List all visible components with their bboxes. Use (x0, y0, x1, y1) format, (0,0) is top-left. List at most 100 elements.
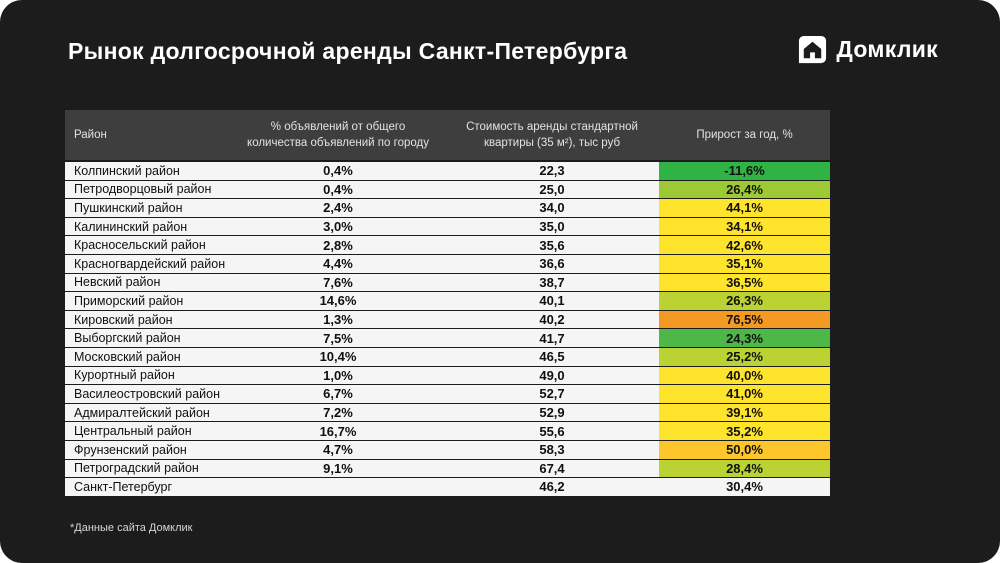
cell-price: 49,0 (539, 367, 565, 383)
table-row: Кировский район 1,3% 40,2 76,5% (65, 310, 830, 329)
cell-price: 35,6 (539, 237, 565, 253)
cell-growth: 42,6% (659, 236, 830, 254)
cell-growth: -11,6% (659, 162, 830, 180)
rental-market-table: Район % объявлений от общего количества … (65, 110, 830, 497)
domklik-logo-text: Домклик (836, 36, 938, 62)
table-row: Выборгский район 7,5% 41,7 24,3% (65, 329, 830, 347)
domklik-logo: Домклик (797, 34, 938, 65)
cell-price: 55,6 (539, 423, 565, 439)
cell-district: Выборгский район (74, 331, 181, 346)
cell-growth: 40,0% (659, 366, 830, 385)
table-body: Колпинский район 0,4% 22,3 -11,6% Петродворц… (65, 162, 830, 496)
cell-district: Петродворцовый район (74, 182, 212, 197)
cell-growth: 44,1% (659, 199, 830, 217)
cell-price: 40,1 (539, 293, 565, 309)
page-title: Рынок долгосрочной аренды Санкт-Петербур… (68, 38, 628, 64)
cell-growth: 41,0% (659, 385, 830, 403)
cell-share: 1,0% (323, 367, 353, 383)
cell-price: 25,0 (539, 181, 565, 197)
cell-share: 7,6% (323, 274, 353, 290)
cell-price: 22,3 (539, 163, 565, 179)
cell-district: Адмиралтейский район (74, 405, 210, 420)
cell-share: 2,4% (323, 200, 353, 216)
cell-district: Красногвардейский район (74, 256, 226, 271)
table-row: Центральный район 16,7% 55,6 35,2% (65, 422, 830, 440)
header-growth: Прирост за год, % (696, 128, 793, 141)
cell-share: 6,7% (323, 386, 353, 402)
cell-share: 9,1% (323, 460, 353, 476)
cell-price: 40,2 (539, 312, 565, 328)
cell-growth: 25,2% (659, 347, 830, 366)
cell-share: 14,6% (319, 293, 357, 309)
cell-district: Приморский район (74, 293, 184, 308)
cell-price: 41,7 (539, 330, 565, 346)
cell-growth: 35,1% (659, 254, 830, 273)
cell-district: Пушкинский район (74, 200, 183, 215)
cell-growth: 76,5% (659, 310, 830, 329)
table-row: Петродворцовый район 0,4% 25,0 26,4% (65, 180, 830, 199)
table-row: Калининский район 3,0% 35,0 34,1% (65, 217, 830, 236)
cell-share: 4,7% (323, 442, 353, 458)
cell-price: 46,5 (539, 349, 565, 365)
cell-district: Курортный район (74, 368, 175, 383)
table-row: Фрунзенский район 4,7% 58,3 50,0% (65, 440, 830, 459)
cell-district: Кировский район (74, 312, 173, 327)
table-row: Василеостровский район 6,7% 52,7 41,0% (65, 385, 830, 403)
cell-district: Петроградский район (74, 461, 199, 476)
table-row: Красносельский район 2,8% 35,6 42,6% (65, 236, 830, 254)
cell-growth: 50,0% (659, 440, 830, 459)
cell-share: 1,3% (323, 312, 353, 328)
table-row: Красногвардейский район 4,4% 36,6 35,1% (65, 254, 830, 273)
cell-price: 58,3 (539, 442, 565, 458)
table-header-row: Район % объявлений от общего количества … (65, 110, 830, 160)
footnote: *Данные сайта Домклик (70, 522, 193, 534)
cell-price: 38,7 (539, 274, 565, 290)
cell-share: 10,4% (319, 349, 357, 365)
cell-share: 16,7% (319, 423, 357, 439)
cell-district: Красносельский район (74, 238, 206, 253)
table-row: Адмиралтейский район 7,2% 52,9 39,1% (65, 403, 830, 422)
cell-price: 52,7 (539, 386, 565, 402)
header-share: % объявлений от общего количества объявл… (247, 120, 429, 149)
cell-district: Невский район (74, 275, 161, 290)
cell-share (231, 478, 445, 496)
cell-share: 7,5% (323, 330, 353, 346)
cell-share: 0,4% (323, 181, 353, 197)
cell-share: 0,4% (323, 163, 353, 179)
cell-growth: 30,4% (726, 479, 763, 495)
cell-price: 35,0 (539, 219, 565, 235)
domklik-house-icon (797, 34, 828, 65)
cell-growth: 26,3% (659, 292, 830, 310)
cell-district: Центральный район (74, 424, 192, 439)
table-row: Московский район 10,4% 46,5 25,2% (65, 347, 830, 366)
table-row: Невский район 7,6% 38,7 36,5% (65, 273, 830, 292)
cell-district: Калининский район (74, 219, 188, 234)
header-price: Стоимость аренды стандартной квартиры (3… (466, 120, 638, 149)
cell-price: 46,2 (539, 479, 565, 495)
cell-price: 52,9 (539, 405, 565, 421)
header-district: Район (74, 128, 107, 141)
table-row: Курортный район 1,0% 49,0 40,0% (65, 366, 830, 385)
table-row-total: Санкт-Петербург 46,2 30,4% (65, 478, 830, 496)
cell-district: Санкт-Петербург (74, 479, 173, 494)
cell-price: 67,4 (539, 460, 565, 476)
cell-growth: 36,5% (659, 273, 830, 292)
cell-growth: 34,1% (659, 217, 830, 236)
cell-district: Колпинский район (74, 163, 180, 178)
cell-district: Фрунзенский район (74, 442, 187, 457)
cell-district: Василеостровский район (74, 386, 220, 401)
table-row: Колпинский район 0,4% 22,3 -11,6% (65, 162, 830, 180)
cell-price: 36,6 (539, 256, 565, 272)
cell-share: 2,8% (323, 237, 353, 253)
cell-growth: 35,2% (659, 422, 830, 440)
table-row: Пушкинский район 2,4% 34,0 44,1% (65, 199, 830, 217)
cell-share: 7,2% (323, 405, 353, 421)
cell-share: 3,0% (323, 219, 353, 235)
table-row: Приморский район 14,6% 40,1 26,3% (65, 292, 830, 310)
cell-price: 34,0 (539, 200, 565, 216)
cell-share: 4,4% (323, 256, 353, 272)
table-row: Петроградский район 9,1% 67,4 28,4% (65, 459, 830, 478)
cell-growth: 24,3% (659, 329, 830, 347)
cell-growth: 28,4% (659, 459, 830, 478)
